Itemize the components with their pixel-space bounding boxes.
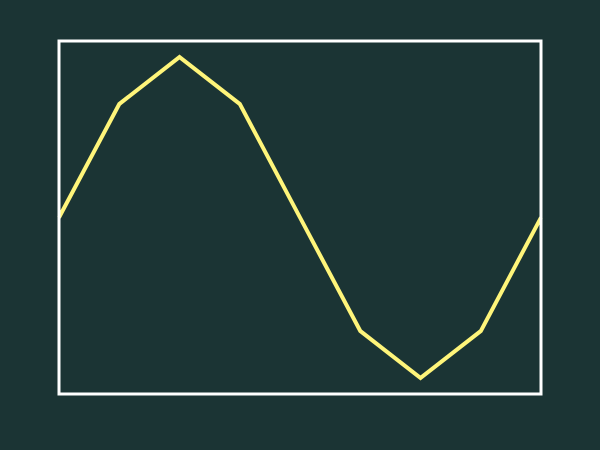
chart-background — [0, 0, 600, 450]
line-chart — [0, 0, 600, 450]
